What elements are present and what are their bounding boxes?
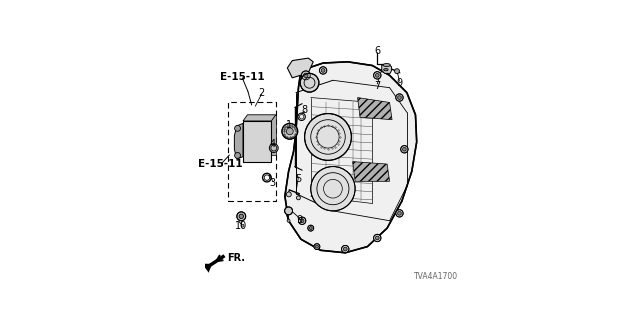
Text: FR.: FR. (227, 253, 246, 263)
Polygon shape (353, 162, 390, 181)
Polygon shape (243, 121, 271, 162)
Circle shape (300, 73, 319, 92)
Circle shape (235, 153, 241, 158)
Circle shape (321, 68, 325, 72)
Text: 4: 4 (269, 139, 276, 149)
Circle shape (314, 244, 320, 250)
Circle shape (303, 73, 308, 77)
Circle shape (301, 71, 310, 80)
Text: 3: 3 (269, 178, 276, 188)
Circle shape (316, 245, 318, 248)
Polygon shape (248, 115, 276, 156)
Text: 8: 8 (301, 105, 308, 115)
Polygon shape (234, 124, 243, 159)
Text: 2: 2 (259, 88, 264, 98)
Circle shape (287, 219, 290, 222)
Circle shape (396, 210, 403, 217)
Circle shape (394, 69, 399, 74)
Ellipse shape (300, 64, 420, 269)
Circle shape (286, 192, 291, 197)
Circle shape (235, 125, 241, 131)
Circle shape (296, 196, 300, 200)
Circle shape (285, 207, 292, 215)
Circle shape (305, 114, 351, 160)
Polygon shape (285, 62, 417, 253)
Polygon shape (287, 58, 313, 78)
Text: 9: 9 (396, 78, 403, 88)
Circle shape (308, 225, 314, 231)
Circle shape (300, 219, 304, 223)
Circle shape (376, 236, 379, 240)
Circle shape (344, 247, 347, 251)
Circle shape (396, 94, 403, 101)
Circle shape (342, 245, 349, 253)
Polygon shape (203, 264, 212, 273)
Polygon shape (205, 254, 225, 270)
Text: E-15-11: E-15-11 (220, 72, 264, 82)
Circle shape (374, 234, 381, 242)
Circle shape (397, 96, 401, 100)
Circle shape (397, 212, 401, 215)
Circle shape (241, 224, 244, 227)
Text: 7: 7 (374, 81, 380, 91)
Circle shape (376, 74, 379, 77)
Polygon shape (381, 65, 392, 73)
Bar (228, 102, 276, 201)
Ellipse shape (384, 68, 388, 71)
Circle shape (309, 227, 312, 230)
Circle shape (286, 128, 293, 135)
Polygon shape (243, 115, 276, 121)
Text: 5: 5 (295, 174, 301, 184)
Circle shape (311, 166, 355, 211)
Circle shape (319, 67, 327, 74)
Circle shape (374, 72, 381, 79)
Text: E-15-11: E-15-11 (198, 159, 243, 169)
Text: 9: 9 (296, 214, 302, 225)
Polygon shape (358, 98, 392, 120)
Circle shape (298, 217, 306, 224)
Circle shape (239, 214, 243, 219)
Text: TVA4A1700: TVA4A1700 (414, 272, 458, 281)
Circle shape (282, 124, 298, 139)
Circle shape (403, 148, 406, 151)
Text: 6: 6 (374, 46, 380, 56)
Circle shape (401, 146, 408, 153)
Ellipse shape (383, 64, 390, 67)
Circle shape (269, 144, 278, 153)
Circle shape (237, 212, 246, 221)
Text: 1: 1 (285, 120, 292, 130)
Text: 10: 10 (235, 221, 248, 231)
